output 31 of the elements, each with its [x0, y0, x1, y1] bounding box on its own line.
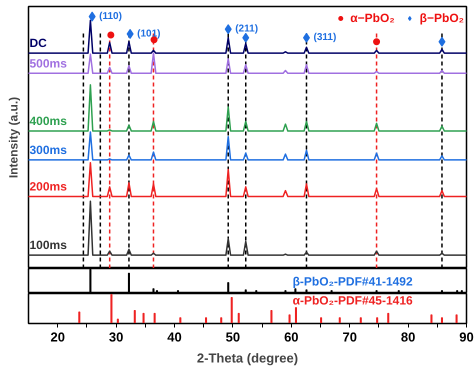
annotation: α-PbO₂-PDF#45-1416	[292, 293, 413, 308]
annotation: (110)	[99, 11, 122, 22]
series-label: DC	[30, 36, 48, 50]
point	[126, 28, 134, 39]
annotation: (101)	[137, 28, 160, 40]
point	[302, 32, 310, 43]
series-label: 500ms	[30, 56, 68, 70]
x-tick-label: 20	[50, 330, 65, 344]
annotation: (211)	[235, 24, 258, 35]
point	[438, 36, 446, 47]
legend-label: α−PbO₂	[350, 11, 395, 25]
point	[107, 31, 114, 38]
x-tick-label: 60	[284, 330, 299, 344]
series-label: 200ms	[30, 179, 68, 194]
series-label: 300ms	[30, 142, 68, 157]
x-tick-label: 80	[400, 330, 416, 344]
series-label: 400ms	[30, 114, 68, 128]
point	[88, 12, 96, 22]
x-tick-label: 40	[167, 330, 182, 344]
y-axis-title: Intensity (a.u.)	[6, 96, 20, 178]
point	[373, 38, 380, 46]
series-label: 100ms	[30, 238, 68, 252]
x-tick-label: 50	[226, 330, 240, 344]
annotation: (311)	[313, 32, 336, 44]
x-tick-label: 30	[108, 330, 124, 344]
annotation: β-PbO₂-PDF#41-1492	[292, 274, 413, 288]
x-tick-label: 90	[459, 330, 474, 344]
x-tick-label: 70	[342, 330, 357, 344]
legend-label: β−PbO₂	[420, 11, 464, 25]
x-axis-title: 2-Theta (degree)	[196, 350, 298, 366]
point	[224, 24, 232, 34]
